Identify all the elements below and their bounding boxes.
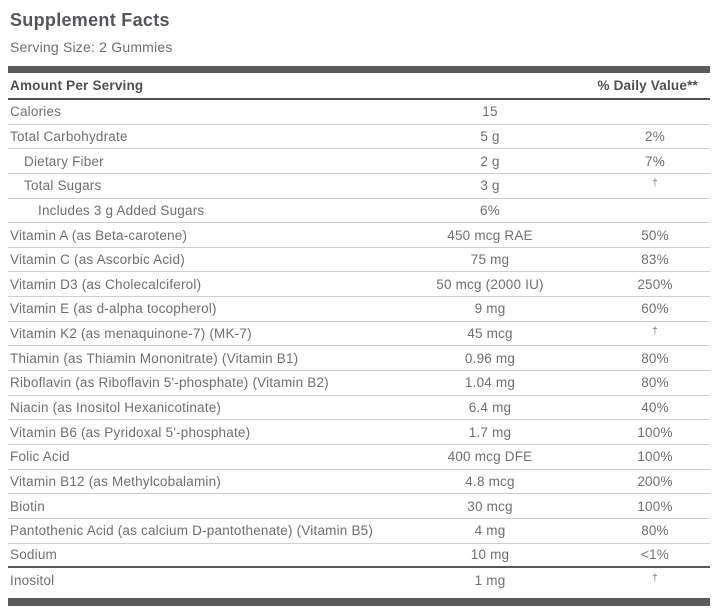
nutrient-daily-value: †: [652, 326, 658, 338]
supplement-facts-title: Supplement Facts: [10, 10, 170, 30]
nutrient-name: Pantothenic Acid (as calcium D-pantothen…: [10, 523, 374, 539]
table-row: Sodium 10 mg <1%: [8, 544, 710, 569]
nutrient-daily-value: 2%: [645, 128, 665, 144]
nutrient-daily-value: 83%: [641, 252, 669, 268]
nutrient-amount: 15: [482, 104, 498, 120]
nutrient-name: Vitamin A (as Beta-carotene): [10, 227, 188, 243]
table-row: Thiamin (as Thiamin Mononitrate) (Vitami…: [8, 346, 710, 372]
nutrient-name: Inositol: [10, 572, 55, 588]
table-row: Niacin (as Inositol Hexanicotinate) 6.4 …: [8, 396, 710, 421]
column-header-amount: Amount Per Serving: [10, 78, 144, 93]
nutrient-name: Niacin (as Inositol Hexanicotinate): [10, 400, 222, 415]
nutrient-name: Dietary Fiber: [24, 153, 104, 169]
nutrient-daily-value: <1%: [641, 547, 669, 563]
table-row: Vitamin D3 (as Cholecalciferol) 50 mcg (…: [8, 272, 710, 298]
nutrient-name: Riboflavin (as Riboflavin 5'-phosphate) …: [10, 375, 329, 391]
nutrient-daily-value: 250%: [637, 276, 673, 292]
table-row: Vitamin K2 (as menaquinone-7) (MK-7) 45 …: [8, 322, 710, 347]
nutrient-name: Thiamin (as Thiamin Mononitrate) (Vitami…: [10, 350, 299, 366]
nutrient-name: Vitamin D3 (as Cholecalciferol): [10, 276, 202, 292]
nutrient-amount: 1 mg: [474, 572, 506, 588]
nutrient-table: Calories 15 Total Carbohydrate 5 g 2% Di…: [8, 100, 710, 593]
table-row: Vitamin C (as Ascorbic Acid) 75 mg 83%: [8, 248, 710, 273]
thick-rule-top: [8, 66, 710, 73]
nutrient-daily-value: 40%: [641, 400, 669, 415]
nutrient-name: Vitamin B12 (as Methylcobalamin): [10, 473, 221, 489]
nutrient-name: Includes 3 g Added Sugars: [38, 202, 205, 218]
nutrient-name: Vitamin E (as d-alpha tocopherol): [10, 301, 217, 317]
nutrient-amount: 1.04 mg: [464, 375, 516, 391]
table-row: Vitamin B6 (as Pyridoxal 5'-phosphate) 1…: [8, 420, 710, 445]
nutrient-amount: 6%: [480, 202, 500, 218]
nutrient-name: Vitamin C (as Ascorbic Acid): [10, 252, 185, 268]
nutrient-amount: 30 mcg: [467, 498, 513, 514]
nutrient-name: Vitamin B6 (as Pyridoxal 5'-phosphate): [10, 424, 251, 440]
nutrient-amount: 0.96 mg: [464, 350, 516, 366]
nutrient-name: Biotin: [10, 498, 45, 514]
nutrient-daily-value: 100%: [637, 424, 673, 440]
column-header-daily-value: % Daily Value**: [597, 78, 698, 93]
nutrient-amount: 6.4 mg: [468, 400, 512, 415]
nutrient-daily-value: 100%: [637, 498, 673, 514]
nutrient-daily-value: 50%: [641, 227, 669, 243]
nutrient-amount: 450 mcg RAE: [447, 227, 533, 243]
nutrient-amount: 9 mg: [474, 301, 506, 317]
nutrient-name: Calories: [10, 104, 62, 120]
nutrient-daily-value: 7%: [645, 153, 665, 169]
nutrient-name: Vitamin K2 (as menaquinone-7) (MK-7): [10, 326, 252, 342]
nutrient-daily-value: †: [652, 178, 658, 190]
nutrient-daily-value: 80%: [641, 375, 669, 391]
nutrient-amount: 4.8 mcg: [465, 473, 515, 489]
table-row: Vitamin A (as Beta-carotene) 450 mcg RAE…: [8, 223, 710, 248]
nutrient-name: Total Carbohydrate: [10, 128, 128, 144]
table-row: Folic Acid 400 mcg DFE 100%: [8, 445, 710, 470]
nutrient-daily-value: 80%: [641, 523, 669, 539]
nutrient-amount: 75 mg: [470, 252, 510, 268]
nutrient-daily-value: 200%: [637, 473, 673, 489]
table-row: Dietary Fiber 2 g 7%: [8, 149, 710, 174]
nutrient-amount: 50 mcg (2000 IU): [436, 276, 544, 292]
table-row: Includes 3 g Added Sugars 6%: [8, 199, 710, 224]
nutrient-name: Sodium: [10, 547, 57, 563]
nutrient-amount: 45 mcg: [467, 326, 513, 342]
table-row: Vitamin E (as d-alpha tocopherol) 9 mg 6…: [8, 297, 710, 322]
table-row: Inositol 1 mg †: [8, 568, 710, 593]
table-row: Pantothenic Acid (as calcium D-pantothen…: [8, 519, 710, 544]
table-row: Vitamin B12 (as Methylcobalamin) 4.8 mcg…: [8, 470, 710, 495]
table-row: Total Carbohydrate 5 g 2%: [8, 125, 710, 150]
nutrient-daily-value: 80%: [641, 350, 669, 366]
nutrient-amount: 5 g: [480, 128, 500, 144]
nutrient-amount: 400 mcg DFE: [447, 449, 533, 465]
table-row: Biotin 30 mcg 100%: [8, 494, 710, 519]
nutrient-daily-value: †: [652, 572, 658, 584]
nutrient-name: Folic Acid: [10, 449, 70, 465]
table-row: Total Sugars 3 g †: [8, 174, 710, 199]
nutrient-daily-value: 100%: [637, 449, 673, 465]
table-row: Riboflavin (as Riboflavin 5'-phosphate) …: [8, 371, 710, 396]
nutrient-daily-value: 60%: [641, 301, 669, 317]
thick-rule-bottom: [8, 597, 710, 606]
table-row: Calories 15: [8, 100, 710, 125]
table-header: Amount Per Serving % Daily Value**: [8, 73, 710, 100]
nutrient-name: Total Sugars: [24, 178, 102, 194]
nutrient-amount: 10 mg: [470, 547, 510, 563]
serving-size: Serving Size: 2 Gummies: [10, 39, 173, 55]
nutrient-amount: 2 g: [480, 153, 500, 169]
nutrient-amount: 1.7 mg: [468, 424, 512, 440]
nutrient-amount: 3 g: [480, 178, 500, 194]
nutrient-amount: 4 mg: [474, 523, 506, 539]
